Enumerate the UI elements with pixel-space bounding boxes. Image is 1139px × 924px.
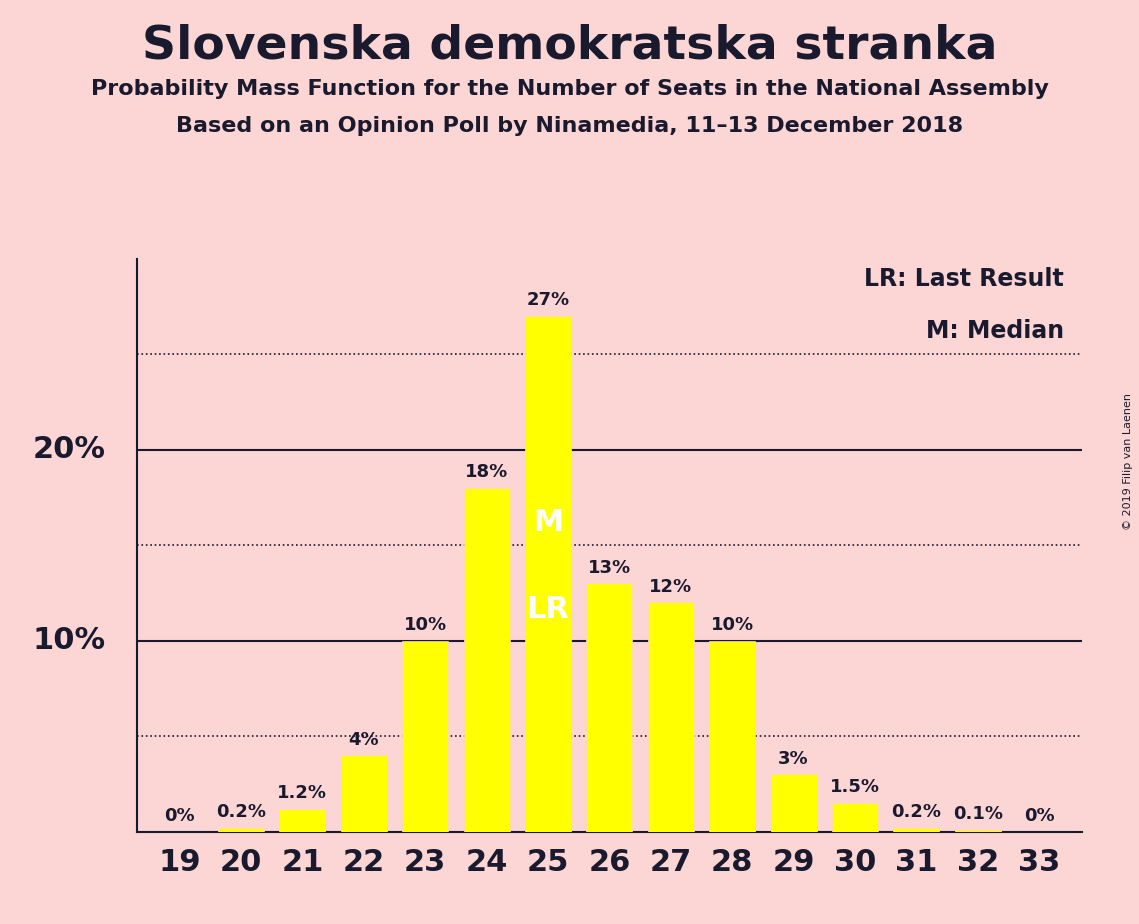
Text: 4%: 4%	[349, 731, 379, 748]
Bar	[525, 316, 571, 832]
Text: © 2019 Filip van Laenen: © 2019 Filip van Laenen	[1123, 394, 1133, 530]
Text: Slovenska demokratska stranka: Slovenska demokratska stranka	[141, 23, 998, 68]
Bar	[402, 640, 449, 832]
Bar	[341, 755, 387, 832]
Bar	[710, 640, 755, 832]
Text: 1.5%: 1.5%	[830, 778, 880, 796]
Text: 10%: 10%	[711, 616, 754, 634]
Bar	[831, 803, 878, 832]
Text: M: M	[533, 508, 563, 537]
Bar	[464, 488, 509, 832]
Bar	[954, 830, 1001, 832]
Text: 10%: 10%	[403, 616, 446, 634]
Text: 0.1%: 0.1%	[952, 805, 1002, 823]
Text: 12%: 12%	[649, 578, 693, 596]
Text: 0.2%: 0.2%	[892, 803, 941, 821]
Bar	[770, 774, 817, 832]
Bar	[893, 828, 940, 832]
Bar	[279, 808, 326, 832]
Text: 27%: 27%	[526, 291, 570, 310]
Text: 10%: 10%	[33, 626, 106, 655]
Text: Probability Mass Function for the Number of Seats in the National Assembly: Probability Mass Function for the Number…	[91, 79, 1048, 99]
Text: 20%: 20%	[33, 435, 106, 464]
Text: 13%: 13%	[588, 559, 631, 577]
Text: 3%: 3%	[778, 749, 809, 768]
Bar	[587, 583, 632, 832]
Text: 0%: 0%	[1024, 807, 1055, 825]
Text: M: Median: M: Median	[926, 319, 1064, 343]
Bar	[648, 602, 694, 832]
Text: 18%: 18%	[465, 463, 508, 481]
Text: 1.2%: 1.2%	[278, 784, 327, 802]
Text: LR: Last Result: LR: Last Result	[863, 267, 1064, 291]
Text: 0%: 0%	[164, 807, 195, 825]
Text: Based on an Opinion Poll by Ninamedia, 11–13 December 2018: Based on an Opinion Poll by Ninamedia, 1…	[175, 116, 964, 136]
Text: 0.2%: 0.2%	[216, 803, 267, 821]
Bar	[218, 828, 264, 832]
Text: LR: LR	[526, 595, 570, 625]
